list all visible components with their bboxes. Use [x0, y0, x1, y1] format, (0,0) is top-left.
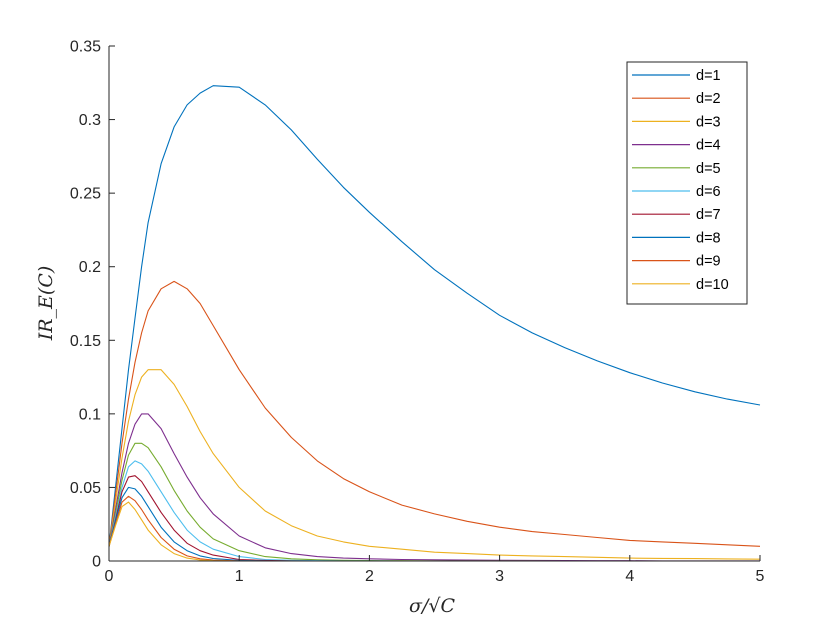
legend-label-7: d=7	[696, 207, 721, 223]
axes-layer	[108, 46, 760, 562]
x-tick-label: 5	[756, 568, 765, 585]
x-tick-label: 1	[235, 568, 244, 585]
y-tick-label: 0	[92, 554, 101, 571]
y-tick-label: 0.2	[79, 259, 101, 276]
x-tick-label: 3	[495, 568, 504, 585]
y-ticks: 0 0.05 0.1 0.15 0.2 0.25 0.3 0.35	[70, 39, 115, 571]
legend-label-10: d=10	[696, 277, 729, 293]
legend-label-5: d=5	[696, 161, 721, 177]
x-axis-title: σ/√C	[409, 595, 455, 617]
legend-label-4: d=4	[696, 138, 721, 154]
legend-label-2: d=2	[696, 91, 721, 107]
y-tick-label: 0.1	[79, 406, 101, 423]
series-line-3	[108, 369, 761, 560]
legend-label-3: d=3	[696, 114, 721, 130]
series-line-1	[108, 85, 761, 547]
x-ticks: 0 1 2 3 4 5	[105, 555, 765, 585]
legend-items: d=1 d=2 d=3 d=4 d=5 d=6 d=7 d=8 d=9 d=10	[632, 68, 729, 293]
y-tick-label: 0.25	[70, 186, 101, 203]
legend-label-9: d=9	[696, 254, 721, 270]
series-line-2	[108, 280, 761, 547]
y-tick-label: 0.05	[70, 480, 101, 497]
x-tick-label: 4	[625, 568, 634, 585]
y-tick-label: 0.15	[70, 333, 101, 350]
y-tick-label: 0.35	[70, 39, 101, 56]
legend-box	[626, 61, 748, 305]
legend-label-1: d=1	[696, 68, 721, 84]
x-tick-label: 2	[365, 568, 374, 585]
y-axis-title: IR_E(C)	[35, 266, 57, 342]
legend-label-6: d=6	[696, 184, 721, 200]
y-tick-label: 0.3	[79, 112, 101, 129]
legend: d=1 d=2 d=3 d=4 d=5 d=6 d=7 d=8 d=9 d=10	[626, 61, 748, 305]
legend-label-8: d=8	[696, 230, 721, 246]
x-tick-label: 0	[105, 568, 114, 585]
